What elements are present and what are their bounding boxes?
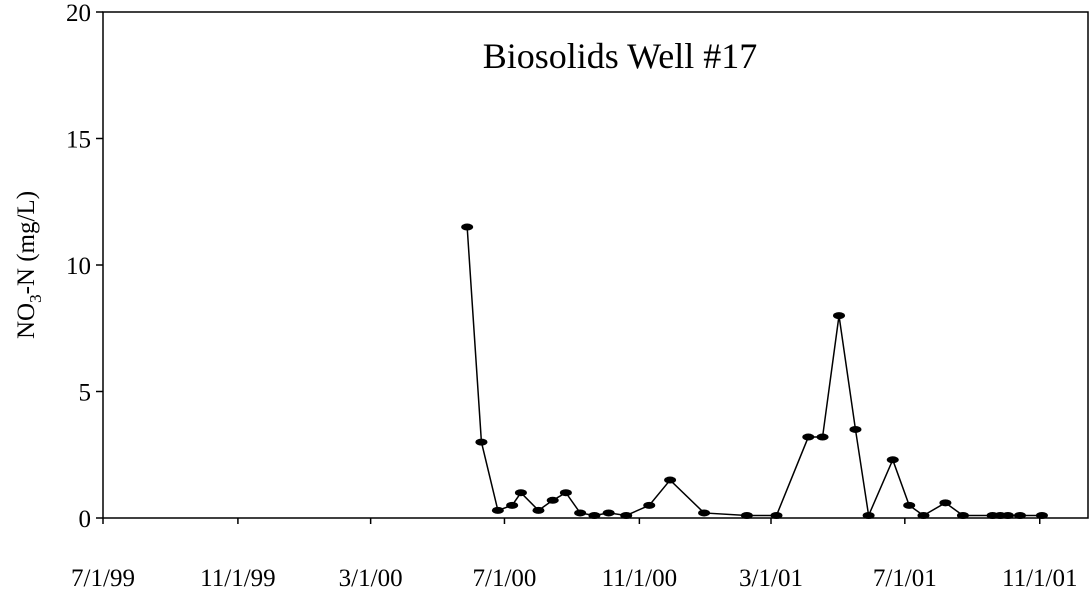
data-point bbox=[602, 509, 615, 517]
x-tick-label: 11/1/99 bbox=[200, 565, 275, 592]
data-point bbox=[903, 501, 916, 509]
x-tick-label: 11/1/00 bbox=[602, 565, 677, 592]
x-tick-label: 3/1/00 bbox=[339, 565, 403, 592]
data-point bbox=[886, 456, 899, 464]
data-point bbox=[643, 501, 656, 509]
data-point bbox=[698, 509, 711, 517]
data-point bbox=[532, 506, 545, 514]
data-point bbox=[816, 433, 829, 441]
y-tick-label: 5 bbox=[79, 380, 92, 407]
data-point bbox=[588, 511, 601, 519]
data-point bbox=[559, 489, 572, 497]
y-label-part: NO bbox=[13, 303, 40, 339]
data-point bbox=[491, 506, 504, 514]
x-tick-label: 7/1/00 bbox=[473, 565, 537, 592]
series-line bbox=[466, 227, 1042, 519]
data-point bbox=[620, 511, 633, 519]
data-point bbox=[862, 511, 875, 519]
data-point bbox=[1035, 511, 1048, 519]
data-point bbox=[664, 476, 677, 484]
data-point bbox=[1001, 511, 1014, 519]
y-tick-label: 15 bbox=[66, 127, 91, 154]
data-point bbox=[475, 438, 488, 446]
data-point bbox=[546, 496, 559, 504]
data-point bbox=[574, 509, 587, 517]
data-point bbox=[514, 489, 527, 497]
y-label-part: -N (mg/L) bbox=[13, 191, 40, 294]
y-tick-label: 10 bbox=[66, 253, 91, 280]
data-point bbox=[740, 511, 753, 519]
y-tick-label: 0 bbox=[79, 506, 92, 533]
data-point bbox=[506, 501, 519, 509]
x-tick-label: 3/1/01 bbox=[739, 565, 803, 592]
chart-title: Biosolids Well #17 bbox=[483, 36, 757, 76]
x-tick-label: 7/1/99 bbox=[71, 565, 135, 592]
plot-frame bbox=[102, 11, 1089, 519]
data-point bbox=[956, 511, 969, 519]
data-point bbox=[939, 499, 952, 507]
y-tick-label: 20 bbox=[66, 0, 91, 27]
data-point bbox=[770, 511, 783, 519]
x-tick-label: 7/1/01 bbox=[873, 565, 937, 592]
data-point bbox=[917, 511, 930, 519]
x-tick-label: 11/1/01 bbox=[1002, 565, 1077, 592]
data-point bbox=[461, 223, 474, 231]
data-point bbox=[802, 433, 815, 441]
y-label-sub: 3 bbox=[26, 294, 45, 303]
y-axis-label: NO3-N (mg/L) bbox=[13, 191, 45, 339]
data-point bbox=[1013, 511, 1026, 519]
data-point bbox=[849, 425, 862, 433]
data-point bbox=[833, 312, 846, 320]
